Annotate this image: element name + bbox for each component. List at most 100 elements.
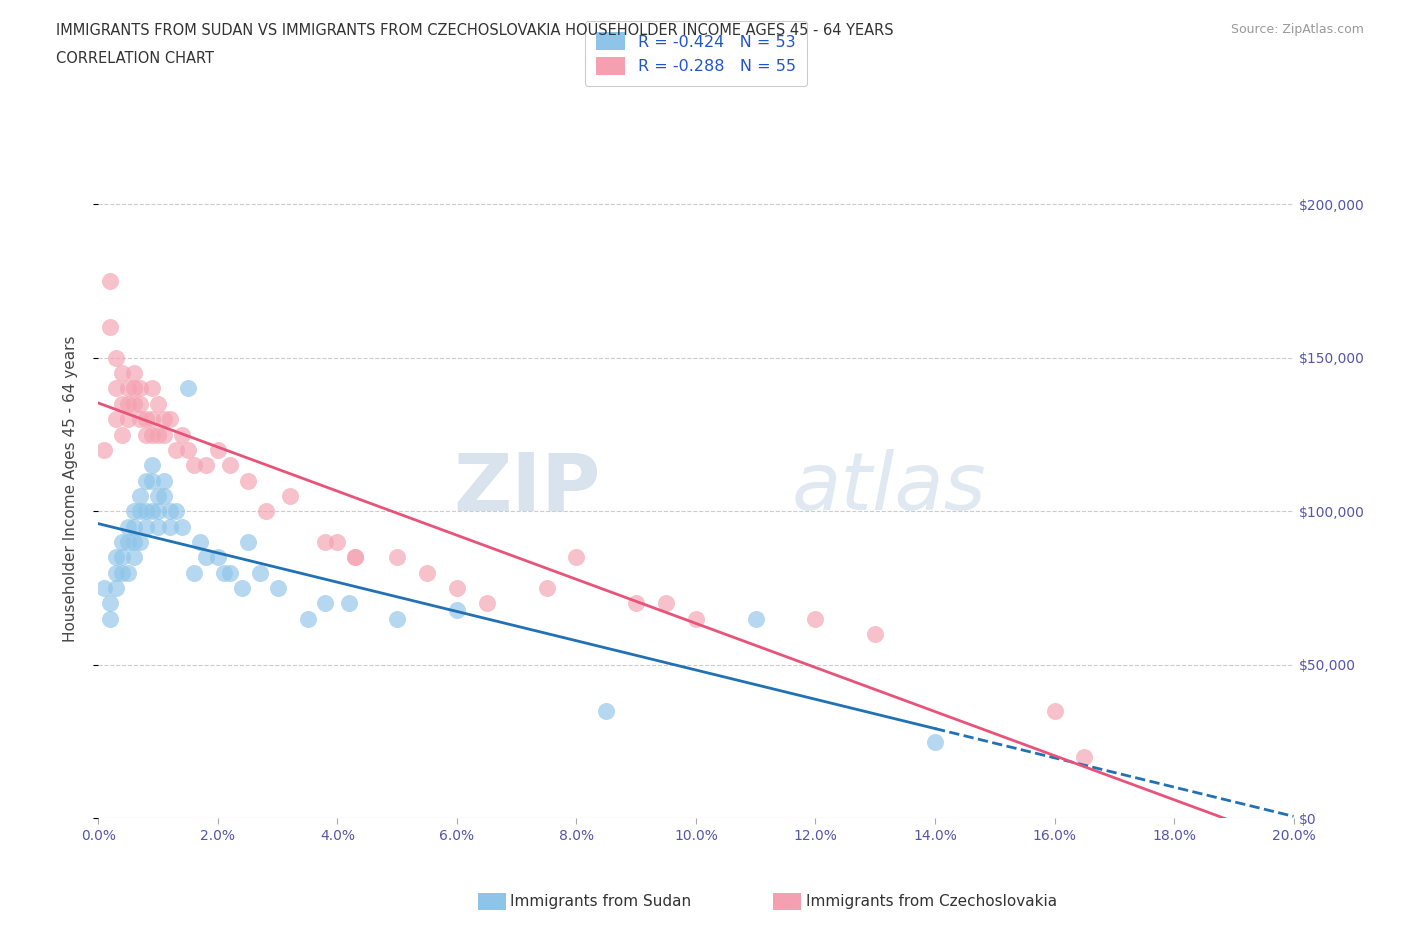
Point [98, 273, 122, 288]
Point [135, 412, 157, 427]
Point [153, 473, 176, 488]
Point [416, 565, 439, 580]
Point [105, 580, 128, 595]
Point [98, 596, 122, 611]
Point [141, 458, 163, 472]
Text: ZIP: ZIP [453, 449, 600, 527]
Point [183, 458, 205, 472]
Point [254, 504, 277, 519]
Text: atlas: atlas [792, 449, 987, 527]
Point [117, 381, 139, 396]
Point [148, 519, 170, 534]
Point [129, 381, 152, 396]
Point [231, 580, 253, 595]
Point [105, 381, 128, 396]
Text: Source: ZipAtlas.com: Source: ZipAtlas.com [1230, 23, 1364, 36]
Point [129, 535, 152, 550]
Point [105, 412, 128, 427]
Point [446, 580, 468, 595]
Point [1073, 750, 1095, 764]
Point [153, 412, 176, 427]
Point [135, 473, 157, 488]
Point [339, 596, 361, 611]
Point [183, 565, 205, 580]
Point [685, 611, 707, 626]
Point [219, 565, 242, 580]
Point [105, 550, 128, 565]
Point [117, 535, 139, 550]
Point [344, 550, 367, 565]
Point [1043, 703, 1066, 718]
Point [117, 396, 139, 411]
Point [111, 427, 134, 442]
Point [135, 519, 157, 534]
Point [111, 565, 134, 580]
Point [141, 427, 163, 442]
Point [804, 611, 827, 626]
Text: CORRELATION CHART: CORRELATION CHART [56, 51, 214, 66]
Point [655, 596, 678, 611]
Y-axis label: Householder Income Ages 45 - 64 years: Householder Income Ages 45 - 64 years [63, 335, 77, 642]
Point [159, 519, 181, 534]
Point [475, 596, 498, 611]
Point [172, 427, 194, 442]
Point [93, 443, 115, 458]
Point [153, 427, 176, 442]
Point [129, 396, 152, 411]
Text: Immigrants from Sudan: Immigrants from Sudan [510, 894, 692, 909]
Point [105, 351, 128, 365]
Point [135, 427, 157, 442]
Point [129, 504, 152, 519]
Text: Immigrants from Czechoslovakia: Immigrants from Czechoslovakia [806, 894, 1057, 909]
Point [141, 381, 163, 396]
Point [111, 365, 134, 380]
Point [148, 427, 170, 442]
Point [212, 565, 235, 580]
Point [219, 458, 242, 472]
Point [105, 565, 128, 580]
Point [267, 580, 290, 595]
Point [536, 580, 558, 595]
Point [924, 734, 946, 749]
Point [117, 519, 139, 534]
Point [326, 535, 349, 550]
Point [344, 550, 367, 565]
Point [111, 550, 134, 565]
Point [135, 504, 157, 519]
Point [141, 473, 163, 488]
Point [93, 580, 115, 595]
Point [148, 504, 170, 519]
Point [172, 519, 194, 534]
Point [124, 396, 146, 411]
Point [117, 565, 139, 580]
Point [626, 596, 648, 611]
Point [446, 602, 468, 617]
Point [195, 550, 218, 565]
Point [865, 627, 887, 642]
Point [207, 550, 229, 565]
Point [188, 535, 211, 550]
Point [124, 550, 146, 565]
Point [236, 535, 259, 550]
Point [141, 412, 163, 427]
Point [148, 396, 170, 411]
Point [111, 535, 134, 550]
Point [129, 488, 152, 503]
Point [249, 565, 271, 580]
Point [124, 519, 146, 534]
Point [124, 535, 146, 550]
Point [385, 611, 409, 626]
Point [165, 504, 187, 519]
Point [148, 488, 170, 503]
Point [98, 611, 122, 626]
Point [177, 381, 200, 396]
Point [385, 550, 409, 565]
Point [111, 396, 134, 411]
Point [177, 443, 200, 458]
Point [124, 365, 146, 380]
Point [141, 504, 163, 519]
Point [195, 458, 218, 472]
Point [98, 320, 122, 335]
Point [297, 611, 319, 626]
Legend: R = -0.424   N = 53, R = -0.288   N = 55: R = -0.424 N = 53, R = -0.288 N = 55 [585, 20, 807, 86]
